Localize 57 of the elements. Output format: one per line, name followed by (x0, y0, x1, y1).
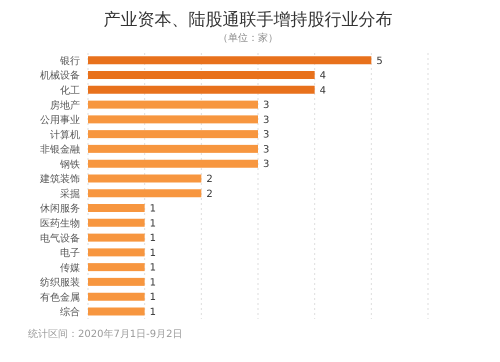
bar (88, 307, 145, 316)
y-tick-label: 采掘 (60, 188, 80, 200)
bar (88, 278, 145, 286)
y-tick-label: 房地产 (50, 99, 80, 112)
bar (88, 56, 372, 64)
bar (88, 160, 258, 168)
y-tick-label: 化工 (60, 84, 80, 96)
bar (88, 130, 258, 138)
data-label: 1 (150, 277, 156, 288)
data-label: 1 (150, 307, 156, 318)
y-tick-label: 休闲服务 (40, 202, 80, 215)
bar (88, 263, 145, 272)
y-tick-label: 计算机 (50, 128, 80, 141)
data-label: 3 (263, 144, 270, 156)
bar (88, 86, 315, 94)
data-label: 4 (320, 85, 326, 96)
bar (88, 189, 202, 198)
bar (88, 71, 315, 80)
bar (88, 292, 145, 301)
data-label: 1 (150, 262, 156, 274)
y-tick-label: 非银金融 (40, 144, 80, 156)
text: 统计区间：2020年7月1日-9月2日 (28, 328, 184, 341)
data-label: 3 (263, 114, 270, 126)
y-tick-label: 医药生物 (40, 217, 80, 230)
data-label: 4 (320, 70, 326, 82)
data-label: 3 (263, 100, 270, 112)
y-tick-label: 机械设备 (40, 70, 80, 82)
y-tick-label: 电子 (60, 247, 80, 260)
data-label: 5 (376, 56, 383, 67)
data-label: 3 (263, 159, 270, 170)
bar (88, 100, 258, 109)
y-tick-label: 钢铁 (59, 158, 80, 170)
data-label: 1 (150, 218, 156, 230)
bar (88, 174, 202, 182)
chart-title: 产业资本、陆股通联手增持股行业分布 (102, 9, 394, 31)
y-tick-label: 电气设备 (40, 232, 80, 244)
y-tick-label: 综合 (60, 306, 80, 318)
y-tick-label: 纺织服装 (40, 276, 80, 289)
bar (88, 218, 145, 227)
y-tick-label: 建筑装饰 (39, 173, 80, 186)
data-label: 1 (150, 248, 156, 259)
bar (88, 234, 145, 242)
data-label: 2 (206, 174, 213, 186)
y-tick-label: 银行 (59, 56, 80, 67)
data-label: 1 (150, 233, 156, 244)
data-label: 1 (150, 292, 156, 304)
y-tick-label: 有色金属 (40, 291, 80, 304)
bar (88, 115, 258, 124)
data-label: 3 (263, 130, 270, 141)
y-tick-label: 传媒 (60, 262, 80, 274)
data-label: 2 (206, 188, 213, 200)
bar (88, 144, 258, 153)
bar (88, 204, 145, 212)
chart-subtitle: （单位：家） (217, 32, 279, 45)
bar (88, 248, 145, 256)
y-tick-label: 公用事业 (40, 114, 80, 126)
data-label: 1 (150, 204, 156, 215)
